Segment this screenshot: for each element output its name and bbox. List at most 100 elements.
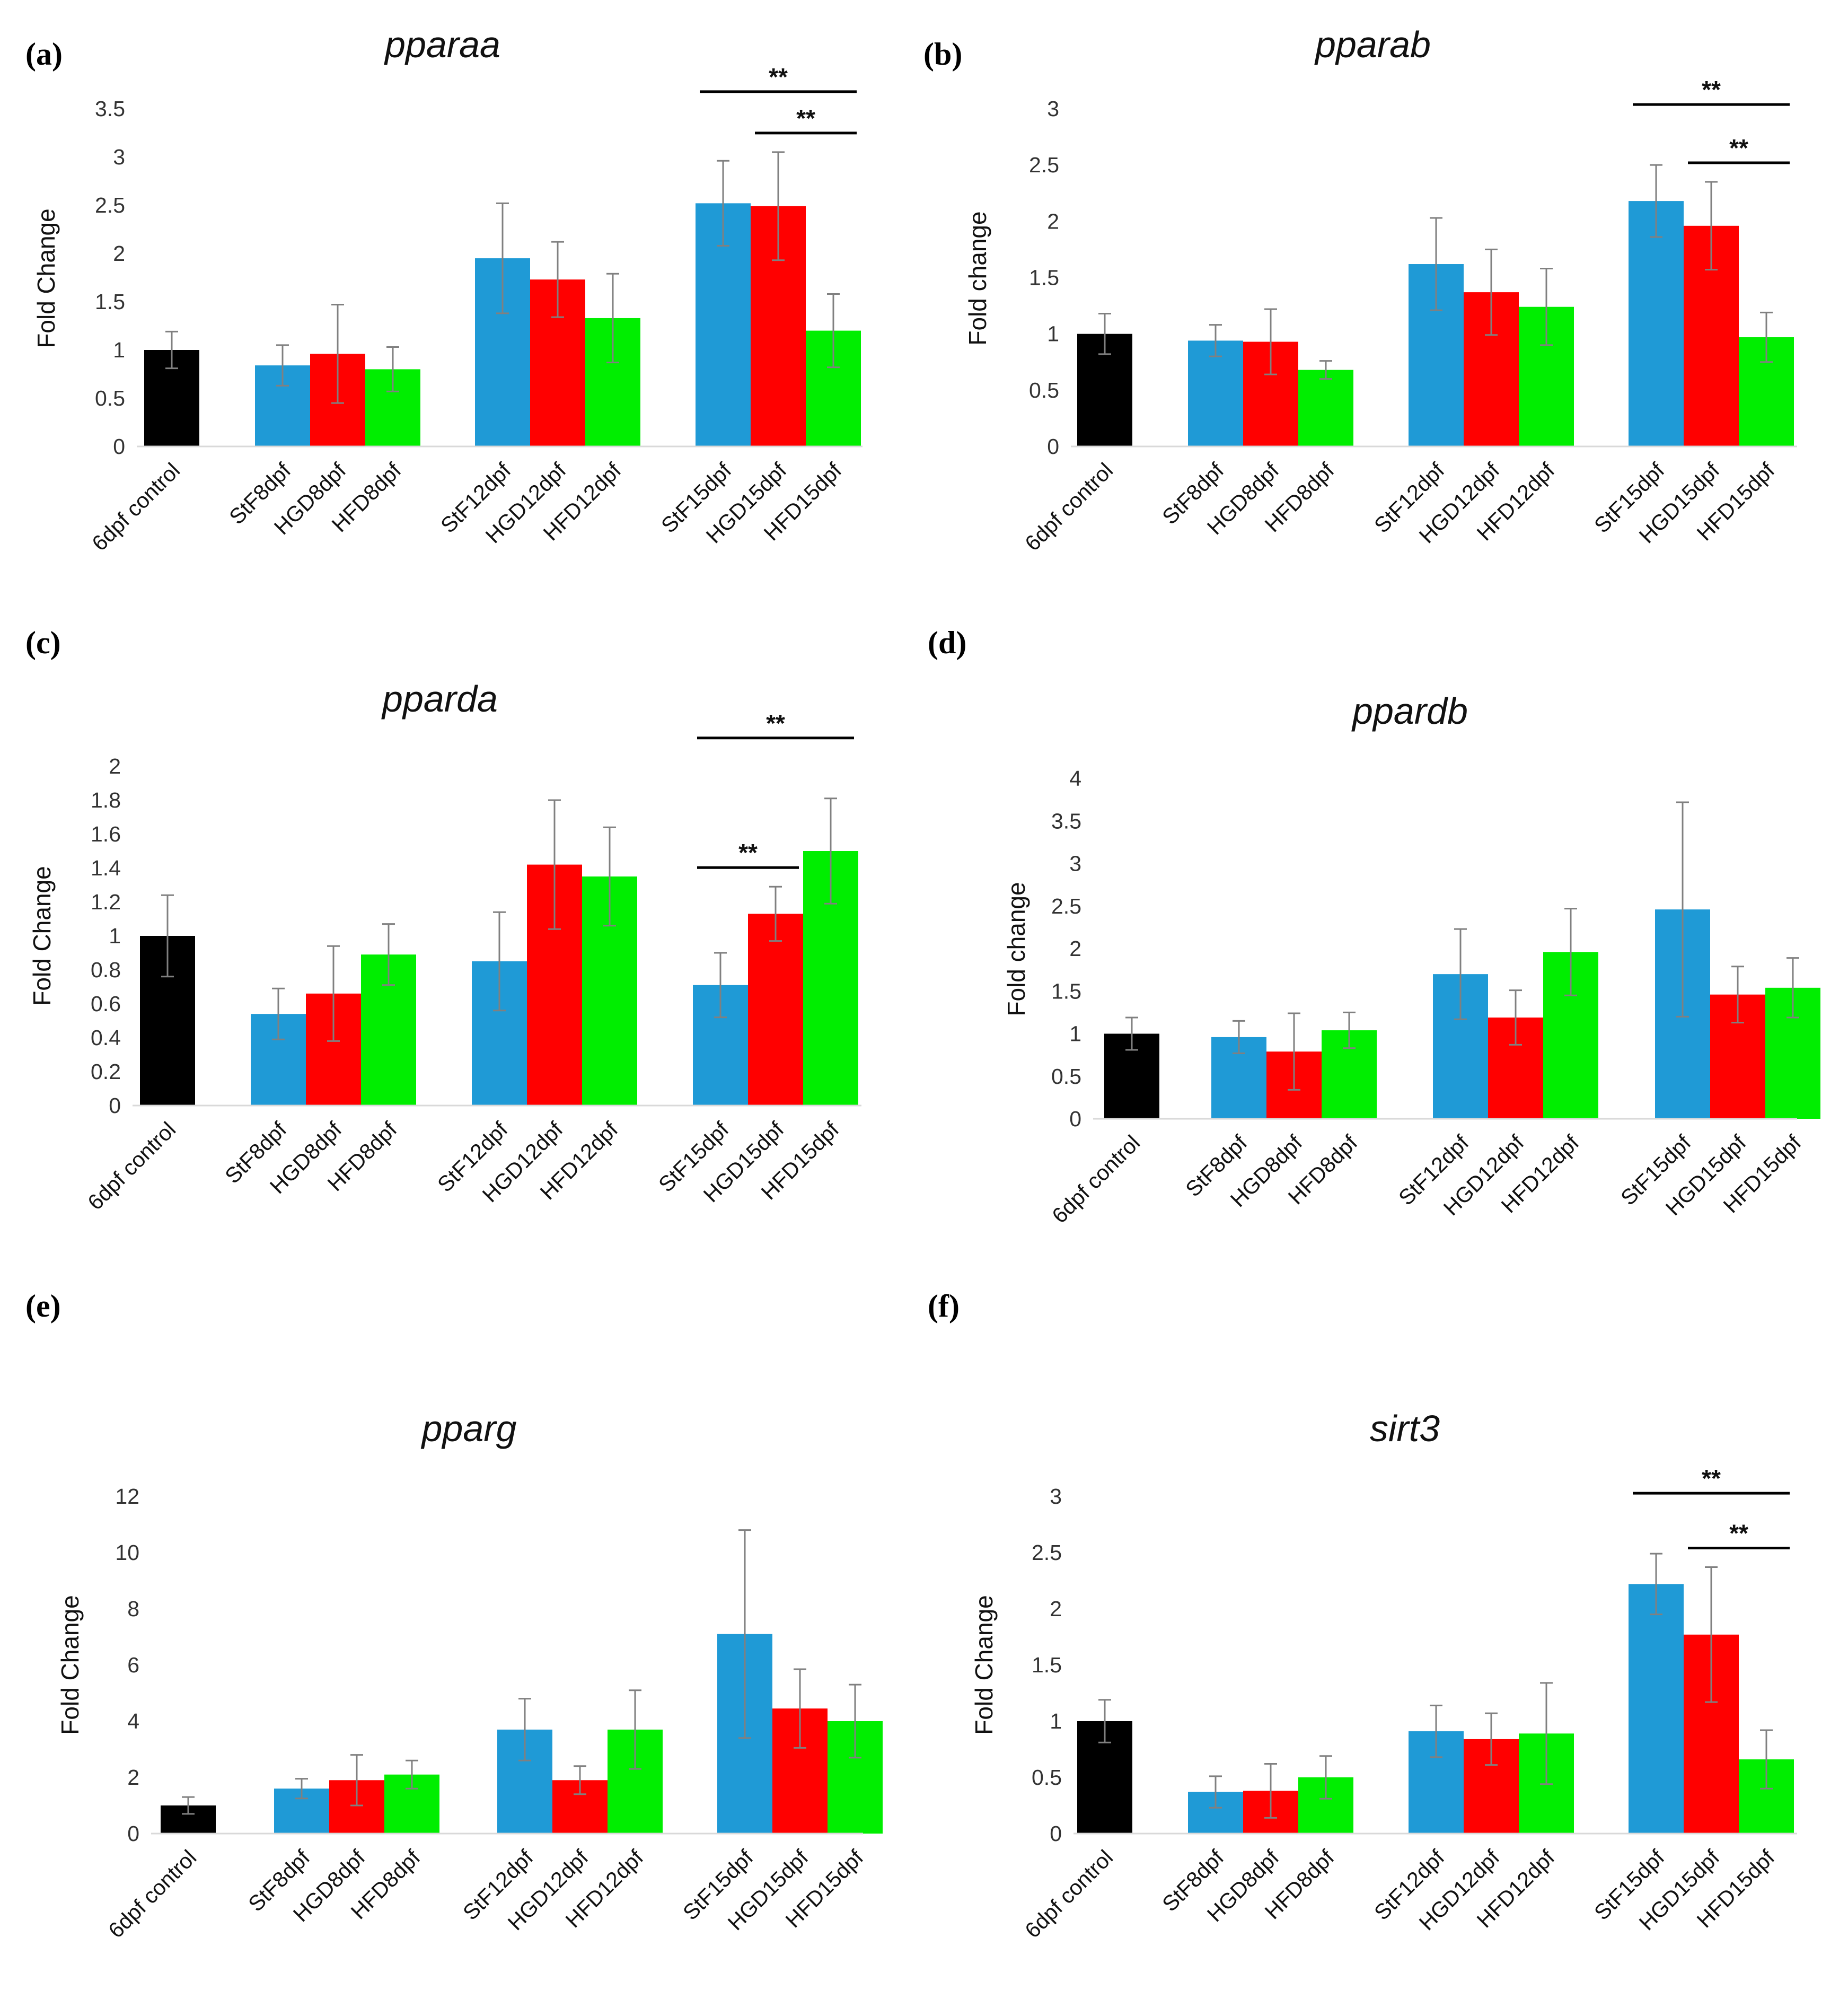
error-bar <box>1319 1755 1332 1800</box>
y-tick-label: 0 <box>1050 1821 1062 1846</box>
error-bar <box>629 1689 641 1770</box>
y-tick-label: 1 <box>1069 1022 1081 1046</box>
significance-label: ** <box>769 63 788 91</box>
y-tick-label: 3.5 <box>95 97 125 121</box>
error-bar <box>182 1796 195 1815</box>
significance-label: ** <box>796 104 815 132</box>
panel-letter: (f) <box>928 1288 960 1323</box>
y-tick-label: 1.6 <box>91 822 121 846</box>
chart-panel: (b) pparab Fold change 0 0.5 1 1.5 2 2.5 3 6dpf co… <box>923 24 1797 556</box>
y-tick-label: 0 <box>109 1093 121 1118</box>
y-tick-label: 1.5 <box>95 290 125 314</box>
error-bar <box>331 303 344 404</box>
y-axis-label: Fold change <box>964 211 991 345</box>
error-bar <box>551 241 564 318</box>
chart-title: ppardb <box>1351 690 1468 732</box>
y-tick-label: 0.4 <box>91 1025 121 1050</box>
y-tick-label: 2.5 <box>1029 153 1059 177</box>
y-tick-label: 1.5 <box>1051 979 1081 1003</box>
chart-title: pparaa <box>384 24 500 65</box>
error-bar <box>1125 1016 1138 1051</box>
error-bar <box>386 346 399 392</box>
panel-letter: (d) <box>928 625 966 660</box>
error-bar <box>1319 360 1332 380</box>
y-tick-label: 0 <box>1069 1107 1081 1131</box>
category-label: 6dpf control <box>1020 1845 1117 1943</box>
error-bar <box>518 1698 531 1761</box>
error-bar <box>1209 324 1222 357</box>
error-bar <box>1650 1553 1662 1616</box>
chart-panel: (a) pparaa Fold Change 0 0.5 1 1.5 2 2.5 3 3.5 6dpf… <box>25 24 863 556</box>
y-tick-label: 1 <box>1050 1709 1062 1733</box>
category-label: 6dpf control <box>87 458 184 556</box>
error-bar <box>1676 801 1689 1018</box>
chart-title: pparg <box>420 1408 516 1449</box>
y-tick-label: 4 <box>1069 766 1081 791</box>
significance-label: ** <box>1702 76 1721 103</box>
error-bar <box>1264 1763 1277 1819</box>
bar-stf <box>1629 201 1684 446</box>
error-bar <box>1454 928 1467 1020</box>
y-tick-label: 0.5 <box>1051 1064 1081 1089</box>
error-bar <box>493 911 506 1012</box>
y-axis-label: Fold change <box>1002 882 1030 1016</box>
error-bar <box>1430 217 1442 311</box>
y-tick-label: 3 <box>113 145 125 169</box>
y-tick-label: 0.2 <box>91 1059 121 1084</box>
chart-panel: (d) ppardb Fold change 0 0.5 1 1.5 2 2.5 3 3.5 4 6dp… <box>928 625 1820 1228</box>
significance-label: ** <box>766 709 785 737</box>
error-bar <box>714 952 727 1019</box>
panel-letter: (c) <box>25 625 61 660</box>
y-tick-label: 0.8 <box>91 958 121 982</box>
error-bar <box>1509 989 1522 1046</box>
significance-label: ** <box>1729 1520 1748 1547</box>
y-tick-label: 0.5 <box>1032 1765 1062 1790</box>
error-bar <box>1264 308 1277 375</box>
error-bar <box>1540 268 1553 346</box>
error-bar <box>276 344 289 387</box>
error-bar <box>772 151 785 261</box>
y-tick-label: 3 <box>1047 97 1059 121</box>
error-bar <box>165 330 178 370</box>
error-bar <box>1787 957 1799 1019</box>
y-tick-label: 1 <box>1047 322 1059 346</box>
y-tick-label: 3 <box>1050 1484 1062 1509</box>
error-bar <box>406 1759 418 1790</box>
category-label: 6dpf control <box>83 1117 180 1215</box>
error-bar <box>1485 1712 1498 1766</box>
error-bar <box>717 160 729 247</box>
y-axis-label: Fold Change <box>970 1595 998 1734</box>
error-bar <box>1564 908 1577 996</box>
panel-letter: (b) <box>923 37 962 72</box>
error-bar <box>824 797 837 905</box>
significance-label: ** <box>1729 134 1748 162</box>
error-bar <box>1430 1704 1442 1758</box>
error-bar <box>769 885 782 942</box>
error-bar <box>295 1778 308 1800</box>
y-tick-label: 8 <box>127 1597 139 1621</box>
significance-label: ** <box>738 839 758 866</box>
error-bar <box>1098 312 1111 355</box>
chart-title: sirt3 <box>1370 1408 1440 1449</box>
error-bar <box>1731 966 1744 1024</box>
bar-stf <box>1188 340 1243 446</box>
y-tick-label: 3.5 <box>1051 809 1081 833</box>
chart-panel: (e) pparg Fold Change 0 2 4 6 8 10 12 6dpf control… <box>25 1288 883 1943</box>
category-label: 6dpf control <box>1020 458 1117 556</box>
error-bar <box>548 799 561 930</box>
panel-letter: (e) <box>25 1288 61 1323</box>
y-tick-label: 0.6 <box>91 992 121 1016</box>
y-tick-label: 2 <box>113 241 125 266</box>
bar-stf <box>1629 1584 1684 1834</box>
y-axis-label: Fold Change <box>56 1595 84 1734</box>
chart-panel: (c) pparda Fold Change 0 0.2 0.4 0.6 0.8 1 1.2 1.4… <box>25 625 861 1215</box>
error-bar <box>827 293 840 369</box>
error-bar <box>603 826 616 927</box>
bar-hfd <box>1298 370 1353 446</box>
y-tick-label: 0 <box>113 434 125 459</box>
y-tick-label: 2.5 <box>1051 894 1081 918</box>
error-bar <box>738 1529 751 1739</box>
y-tick-label: 2 <box>109 754 121 778</box>
error-bar <box>1650 164 1662 238</box>
